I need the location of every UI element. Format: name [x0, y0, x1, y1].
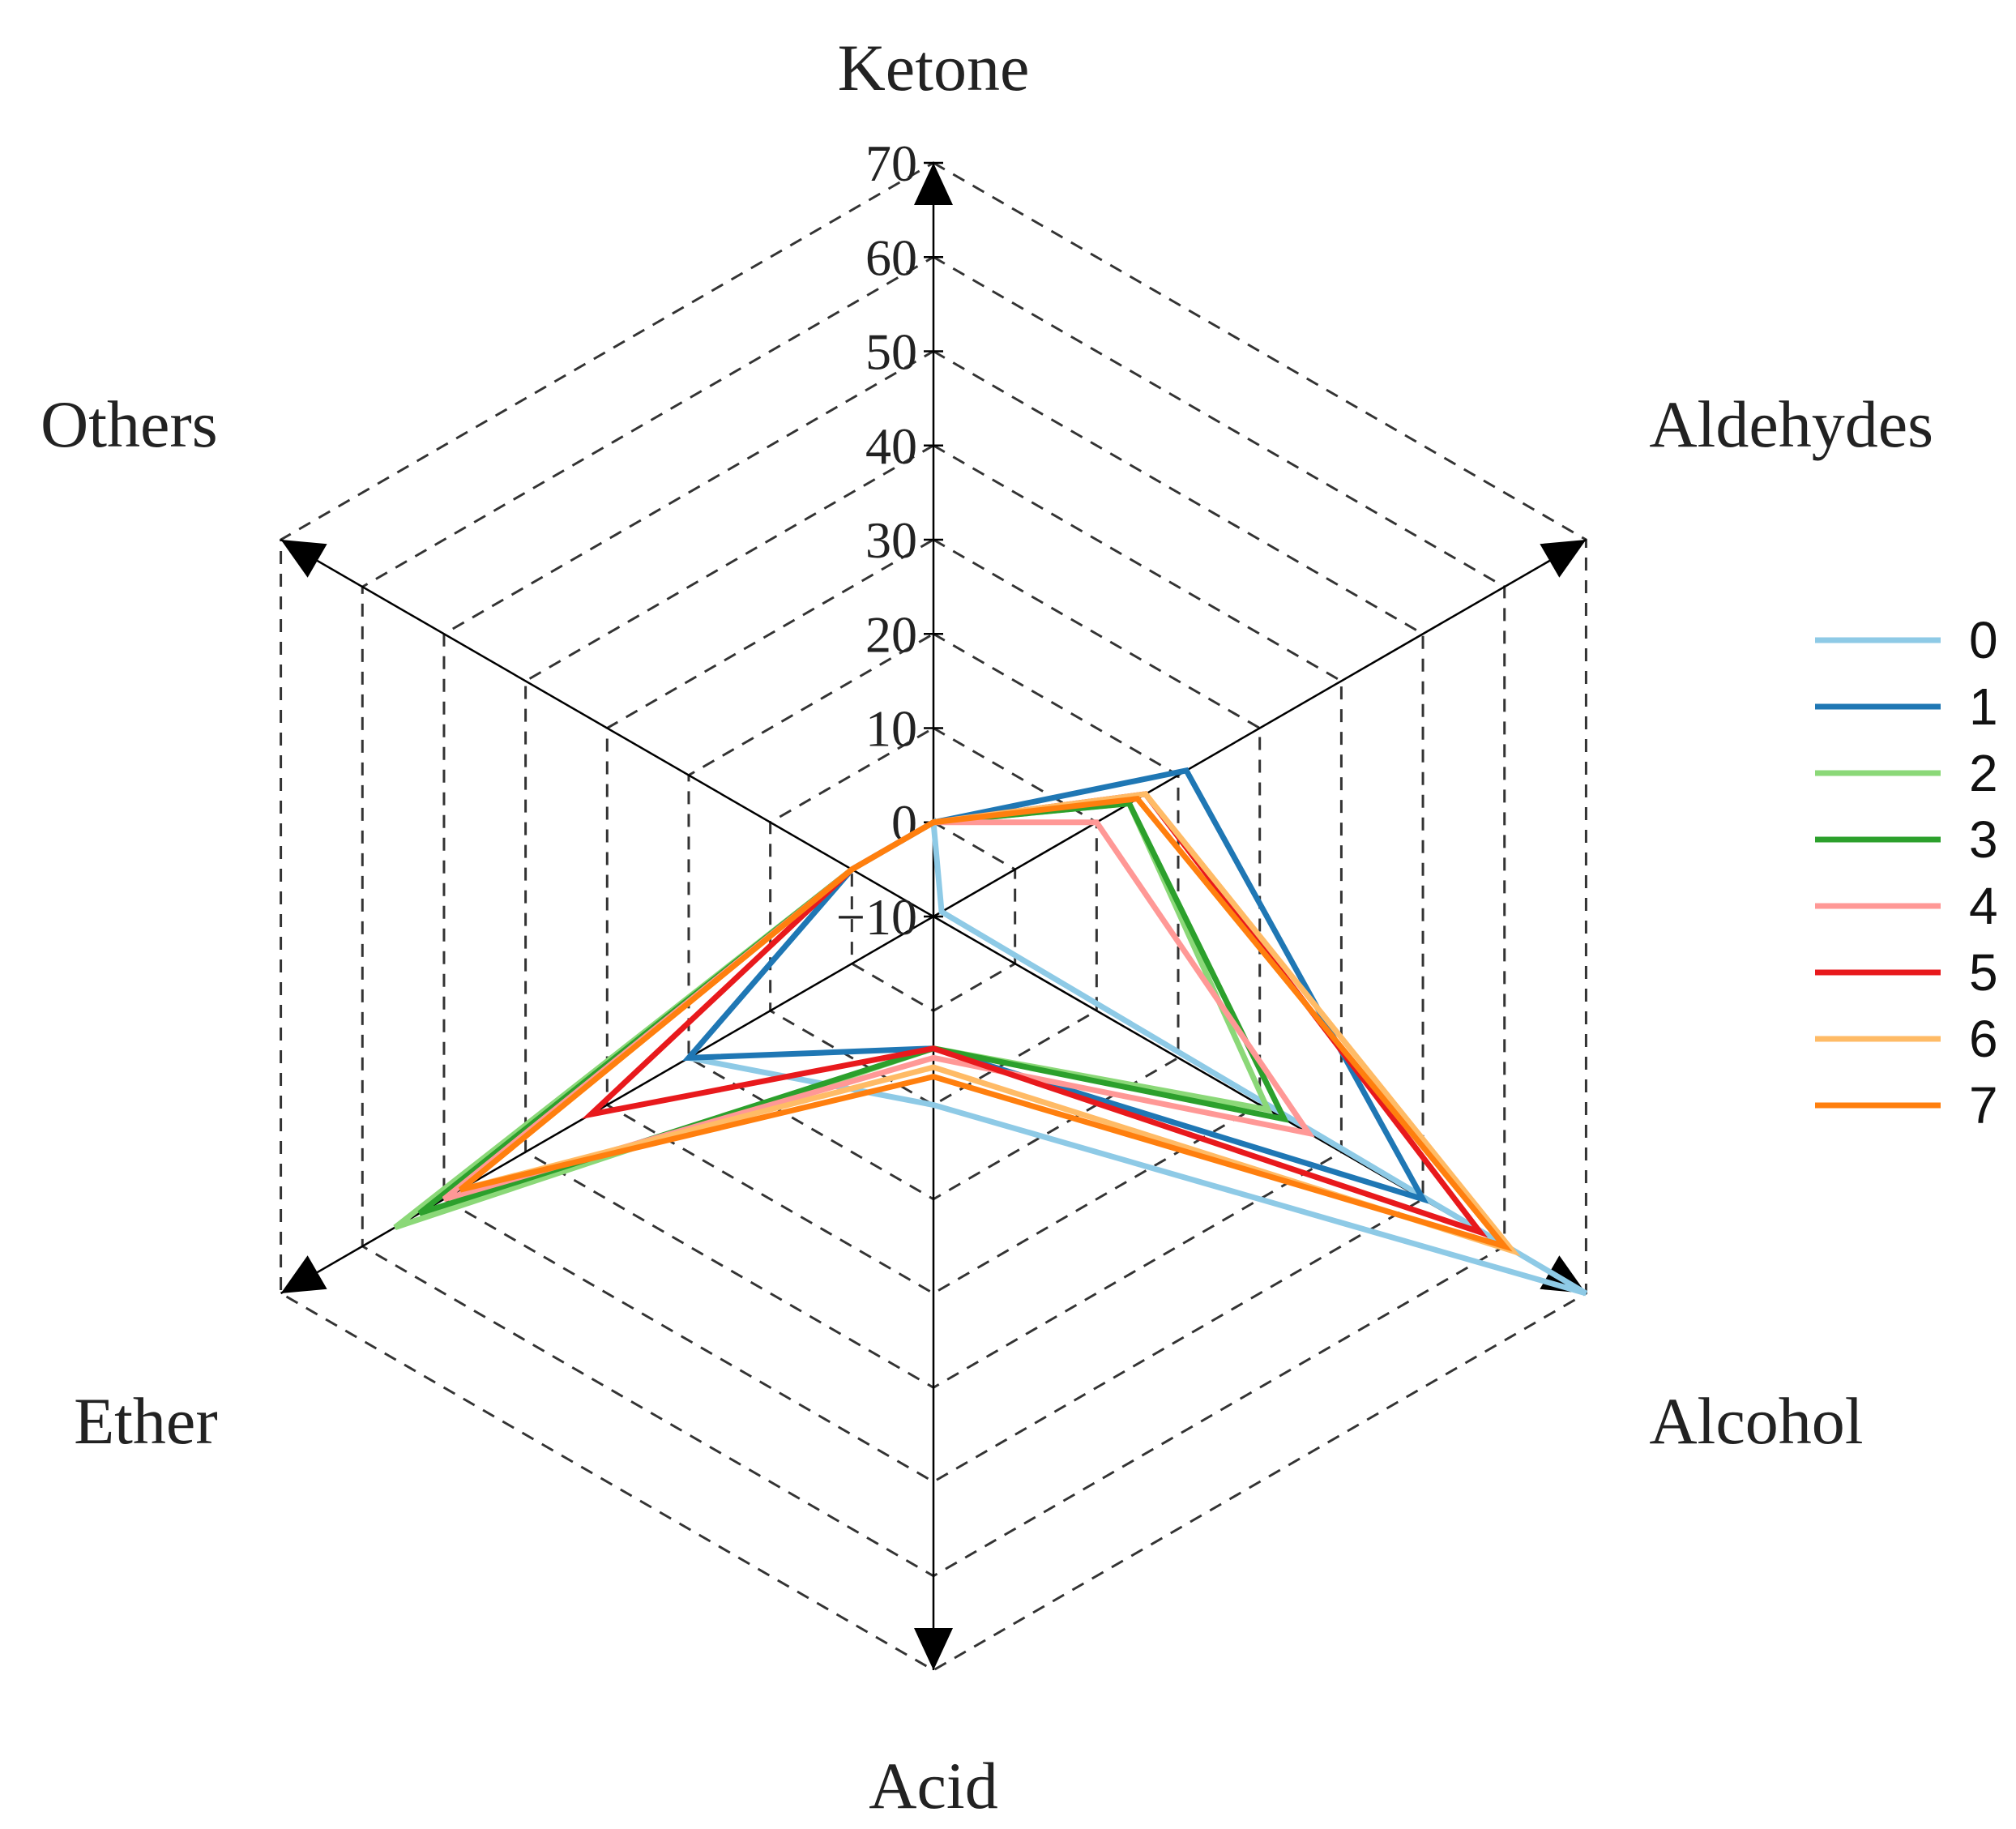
legend-label-5: 5 [1969, 943, 1998, 1002]
legend: 0 1 2 3 4 5 6 7 [1815, 611, 1998, 1135]
axis-labels: Ketone Aldehydes Alcohol Acid Ether Others [41, 31, 1933, 1823]
arrowhead-ketone [914, 163, 953, 205]
legend-label-4: 4 [1969, 877, 1998, 935]
spoke-ether [280, 915, 934, 1295]
legend-label-7: 7 [1969, 1076, 1998, 1135]
axis-label-others: Others [41, 387, 218, 461]
tick-label: 10 [865, 700, 917, 758]
axis-label-ketone: Ketone [838, 31, 1030, 105]
spoke-aldehydes [933, 538, 1587, 918]
legend-label-2: 2 [1969, 744, 1998, 802]
arrowhead-ether [280, 1255, 327, 1293]
tick-label: 20 [865, 605, 917, 663]
series-6 [458, 791, 1521, 1257]
tick-label: 40 [865, 417, 917, 475]
axis-label-ether: Ether [74, 1384, 218, 1458]
tick-label: 70 [865, 135, 917, 192]
axis-label-aldehydes: Aldehydes [1649, 387, 1933, 461]
tick-label: 50 [865, 323, 917, 381]
spoke-others [280, 538, 934, 918]
legend-label-0: 0 [1969, 611, 1998, 669]
axis-label-acid: Acid [869, 1749, 997, 1823]
axis-label-alcohol: Alcohol [1649, 1384, 1863, 1458]
tick-label: 60 [865, 229, 917, 286]
tick-label: −10 [836, 888, 917, 946]
legend-label-3: 3 [1969, 810, 1998, 869]
legend-label-6: 6 [1969, 1010, 1998, 1068]
radar-series [393, 767, 1588, 1297]
arrowhead-others [280, 540, 327, 578]
legend-label-1: 1 [1969, 677, 1998, 736]
arrowhead-acid [914, 1628, 953, 1670]
series-7 [458, 795, 1513, 1252]
arrowhead-aldehydes [1540, 540, 1587, 578]
tick-label: 30 [865, 511, 917, 569]
